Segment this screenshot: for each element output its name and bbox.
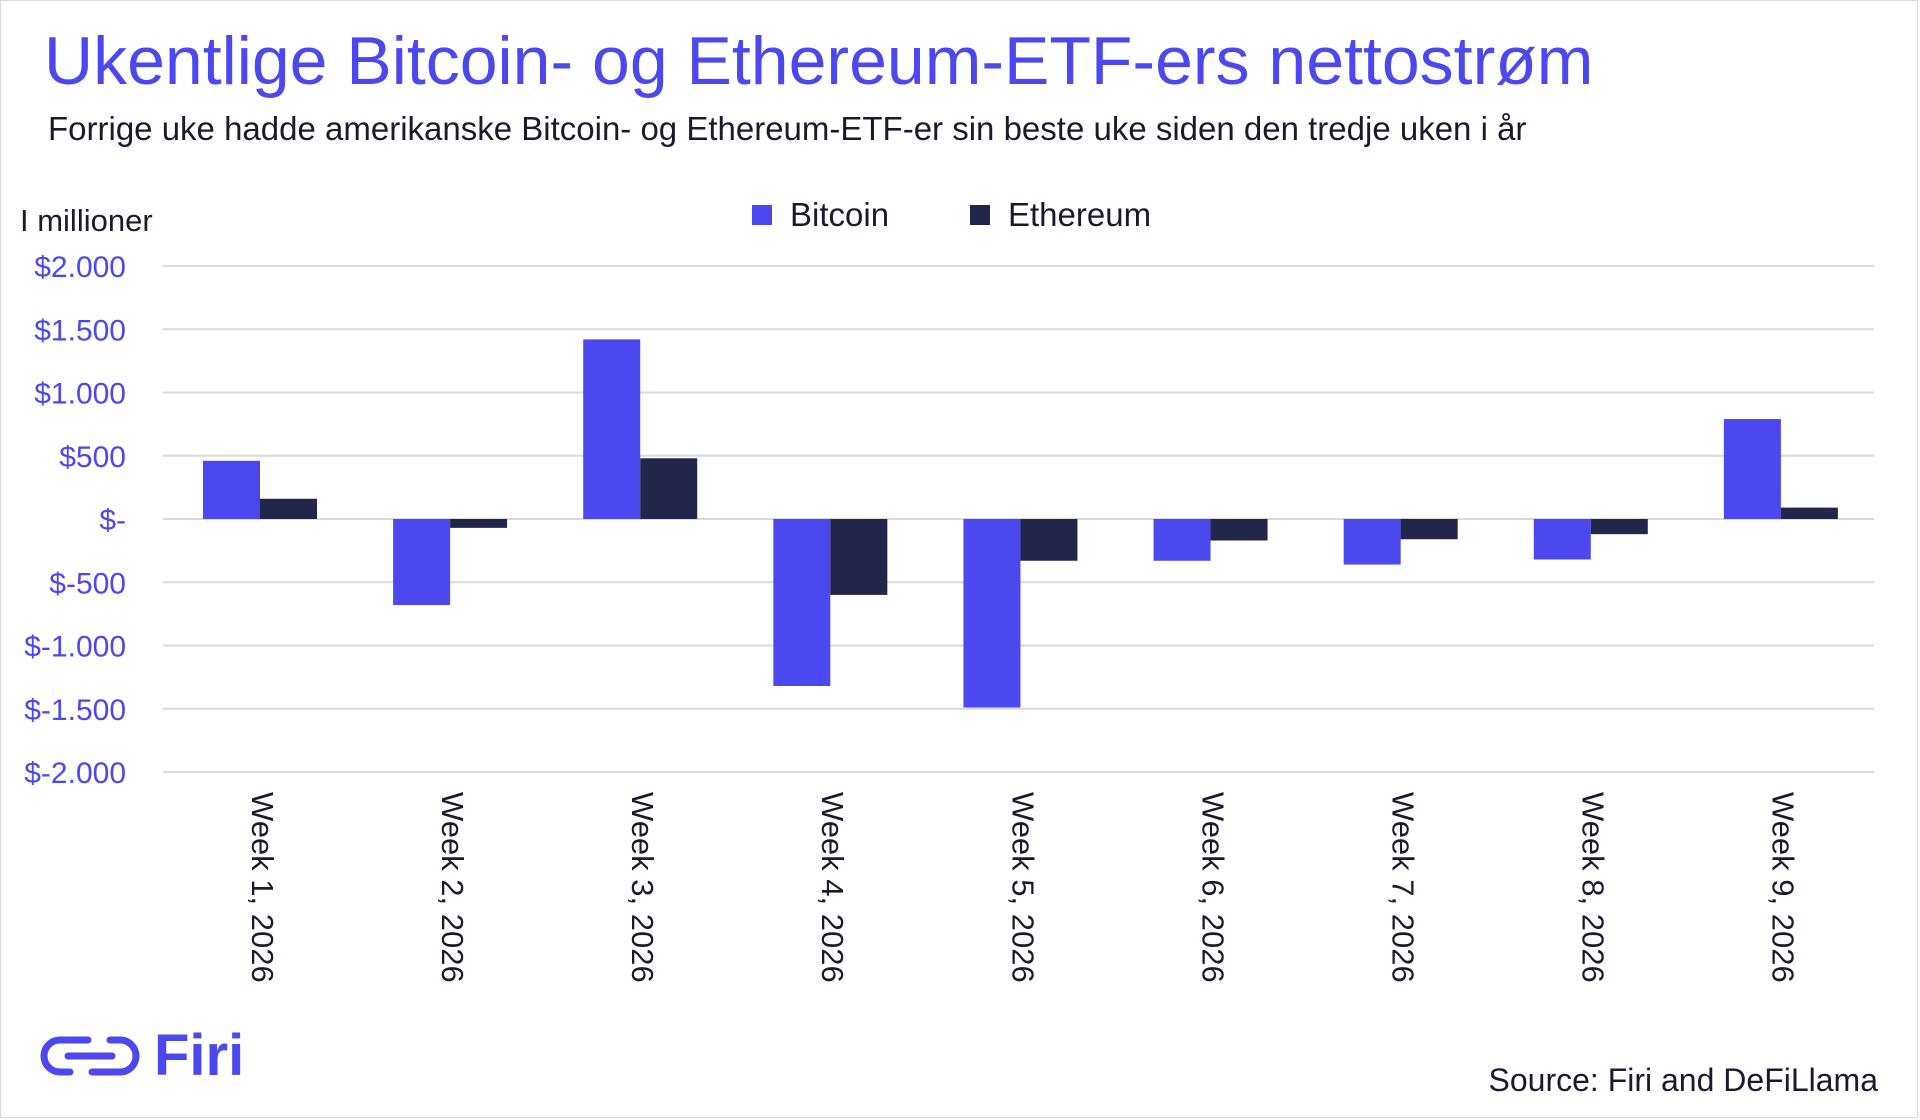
- legend-swatch-ethereum: [970, 205, 990, 225]
- firi-logo: Firi: [38, 1022, 244, 1089]
- y-tick-label: $1.000: [34, 378, 126, 411]
- bar-ethereum: [1780, 507, 1838, 519]
- bar-ethereum: [1590, 519, 1648, 535]
- bar-ethereum: [260, 498, 317, 519]
- bar-bitcoin: [583, 339, 641, 519]
- legend-item-ethereum: Ethereum: [970, 196, 1151, 234]
- bar-bitcoin: [203, 460, 260, 519]
- y-tick-label: $500: [59, 441, 126, 474]
- y-tick-label: $-1.000: [24, 631, 126, 664]
- chart-title: Ukentlige Bitcoin- og Ethereum-ETF-ers n…: [44, 23, 1594, 99]
- bar-ethereum: [1400, 519, 1458, 540]
- y-tick-label: $-1.500: [24, 694, 126, 727]
- bar-ethereum: [450, 519, 508, 528]
- legend-label-bitcoin: Bitcoin: [790, 196, 890, 233]
- legend-item-bitcoin: Bitcoin: [752, 196, 889, 234]
- x-tick-label: Week 9, 2026: [1766, 792, 1801, 983]
- legend-swatch-bitcoin: [752, 205, 772, 225]
- y-tick-label: $-: [99, 504, 126, 537]
- x-tick-label: Week 8, 2026: [1576, 792, 1611, 983]
- firi-logo-text: Firi: [154, 1023, 245, 1088]
- bar-bitcoin: [1343, 519, 1401, 565]
- bar-ethereum: [1020, 519, 1078, 561]
- bar-bitcoin: [1533, 519, 1591, 560]
- bar-bitcoin: [393, 519, 451, 606]
- bar-ethereum: [1210, 519, 1268, 541]
- legend-label-ethereum: Ethereum: [1008, 196, 1152, 233]
- firi-logo-icon: [40, 1036, 140, 1075]
- y-tick-label: $1.500: [34, 314, 126, 347]
- x-tick-label: Week 4, 2026: [815, 792, 850, 983]
- bar-bitcoin: [963, 519, 1021, 708]
- y-axis-unit-label: I millioner: [20, 203, 153, 238]
- bar-bitcoin: [773, 519, 831, 686]
- bar-ethereum: [830, 519, 888, 595]
- x-tick-label: Week 3, 2026: [625, 792, 660, 983]
- bar-ethereum: [640, 458, 698, 519]
- y-tick-label: $2.000: [34, 251, 126, 284]
- bar-bitcoin: [1723, 419, 1781, 519]
- chart-subtitle: Forrige uke hadde amerikanske Bitcoin- o…: [48, 110, 1527, 147]
- y-tick-label: $-2.000: [24, 757, 126, 790]
- source-note: Source: Firi and DeFiLlama: [1488, 1062, 1878, 1098]
- bar-bitcoin: [1153, 519, 1211, 561]
- x-tick-label: Week 5, 2026: [1005, 792, 1040, 983]
- x-tick-label: Week 1, 2026: [245, 792, 280, 983]
- x-tick-label: Week 2, 2026: [435, 792, 470, 983]
- y-tick-label: $-500: [49, 567, 126, 600]
- x-tick-label: Week 6, 2026: [1195, 792, 1230, 983]
- x-tick-label: Week 7, 2026: [1385, 792, 1420, 983]
